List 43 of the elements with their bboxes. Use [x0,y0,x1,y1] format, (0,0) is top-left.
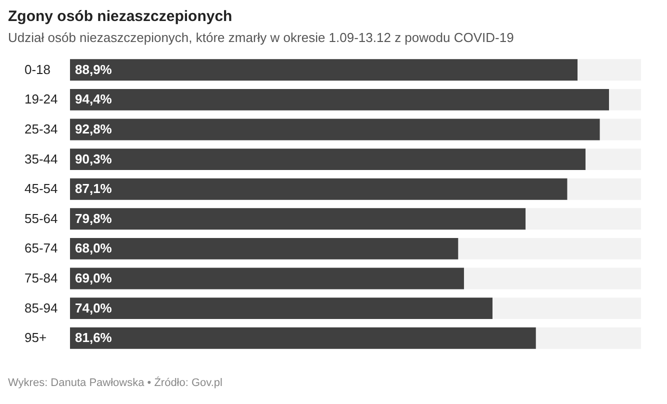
bar [600,118,641,140]
bar [526,208,641,230]
data-label: 68,0% [75,240,112,256]
data-label: 69,0% [75,270,112,286]
bar [464,268,641,290]
bar [70,268,464,290]
bar [70,178,568,200]
y-tick-label: 75-84 [24,270,58,286]
data-label: 92,8% [75,122,112,136]
bar [70,238,458,260]
bar [567,178,641,200]
bar [578,59,641,81]
data-label: 87,1% [75,181,112,196]
y-tick-label: 45-54 [24,181,58,196]
bar [586,148,641,170]
bar [70,148,586,170]
y-tick-label: 19-24 [24,92,58,107]
bar [70,298,493,320]
bar [492,298,641,320]
bar [536,327,641,349]
y-tick-label: 25-34 [24,122,58,136]
bar [458,238,641,260]
bar [70,88,610,110]
bar [70,208,526,230]
bar [70,118,600,140]
data-label: 88,9% [75,62,112,77]
y-tick-label: 55-64 [24,210,58,226]
y-tick-label: 35-44 [24,151,58,166]
data-label: 74,0% [75,300,112,316]
y-tick-label: 0-18 [24,62,51,77]
y-tick-label: 85-94 [24,300,58,316]
bar [609,88,641,110]
chart-title: Zgony osób niezaszczepionych [8,8,232,25]
data-label: 81,6% [75,330,112,346]
y-tick-label: 65-74 [24,240,58,256]
text: Wykres: Danuta Pawłowska • Źródło: Gov.pl [8,376,222,389]
data-label: 79,8% [75,210,112,226]
bar [70,327,536,349]
data-label: 90,3% [75,151,112,166]
bar [70,59,578,81]
data-label: 94,4% [75,92,112,107]
chart-subtitle: Udział osób niezaszczepionych, które zmarły w okresie 1.09-13.12 z powodu COVID-19 [8,30,514,45]
y-tick-label: 95+ [24,330,47,346]
